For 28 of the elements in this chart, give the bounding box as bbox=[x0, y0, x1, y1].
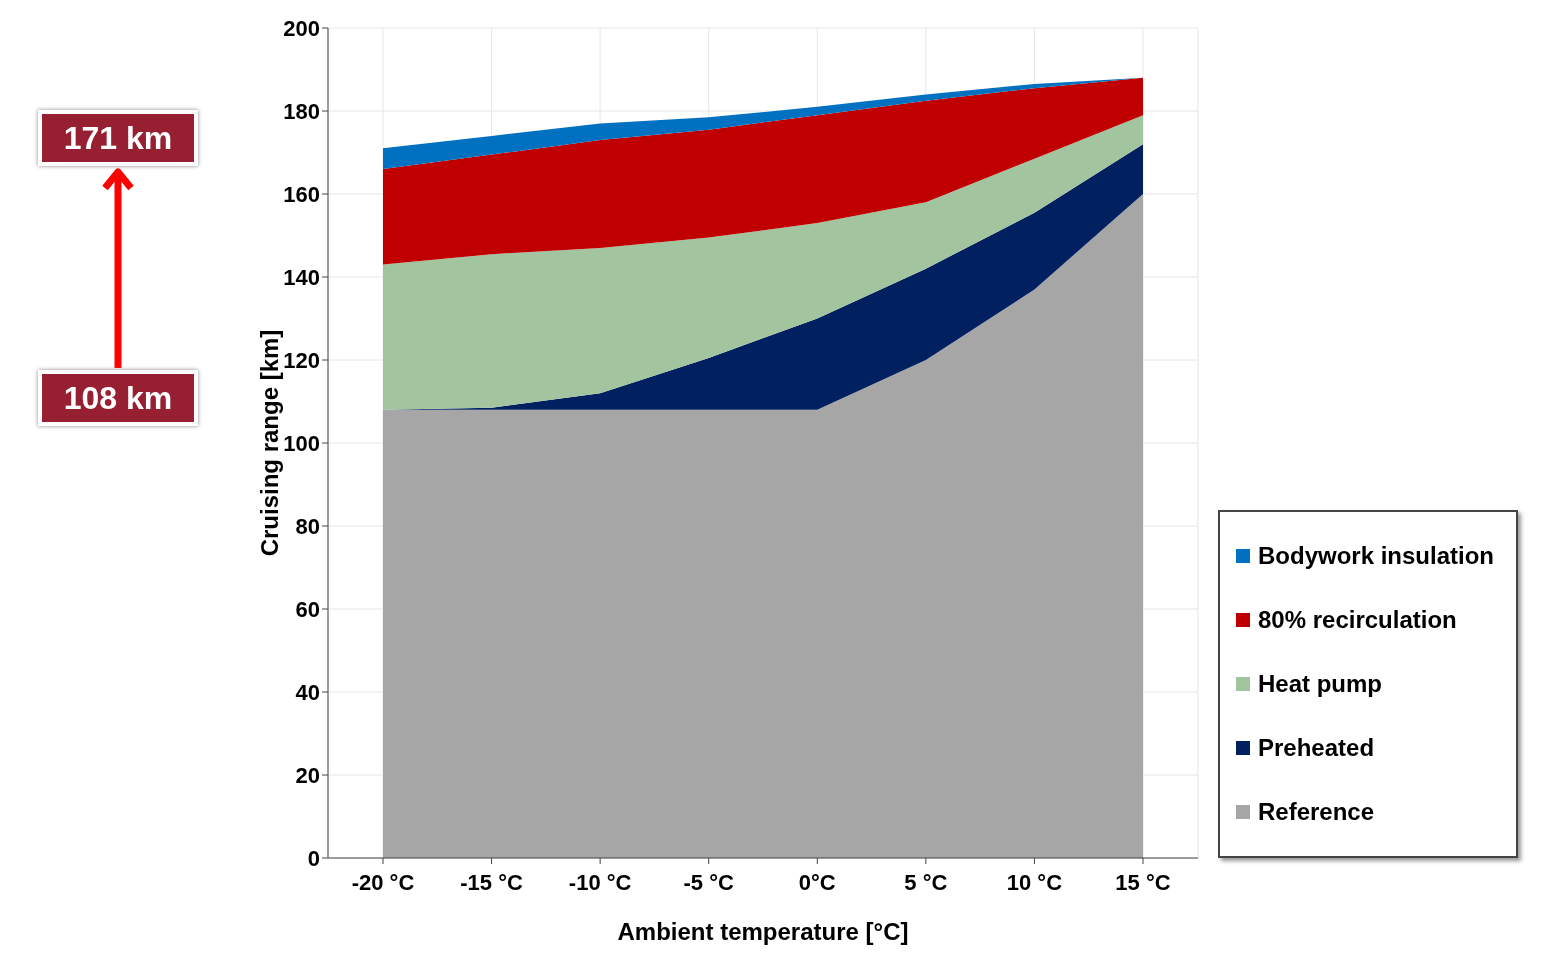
y-tick-label: 160 bbox=[283, 181, 320, 207]
x-tick-label: 15 °C bbox=[1115, 869, 1171, 895]
x-tick-label: -15 °C bbox=[460, 869, 523, 895]
legend-label: Bodywork insulation bbox=[1258, 542, 1495, 570]
y-tick-label: 0 bbox=[307, 845, 320, 871]
legend-label: Heat pump bbox=[1258, 670, 1383, 698]
text: 108 km bbox=[38, 370, 198, 426]
y-tick-label: 60 bbox=[295, 596, 320, 622]
x-tick-label: -5 °C bbox=[683, 869, 735, 895]
y-tick-label: 40 bbox=[295, 679, 320, 705]
y-tick-label: 200 bbox=[283, 15, 320, 41]
y-tick-label: 80 bbox=[295, 513, 320, 539]
y-axis-title: Cruising range [km] bbox=[256, 329, 284, 557]
x-tick-label: 10 °C bbox=[1006, 869, 1063, 895]
y-tick-label: 140 bbox=[283, 264, 320, 290]
legend-label: 80% recirculation bbox=[1258, 606, 1457, 634]
legend-label: Preheated bbox=[1258, 734, 1375, 762]
text: 171 km bbox=[38, 110, 198, 166]
x-tick-label: 5 °C bbox=[904, 869, 948, 895]
legend-label: Reference bbox=[1258, 798, 1375, 826]
y-tick-label: 100 bbox=[283, 430, 320, 456]
y-tick-label: 20 bbox=[295, 762, 320, 788]
x-tick-label: -10 °C bbox=[568, 869, 632, 895]
x-tick-label: -20 °C bbox=[351, 869, 415, 895]
y-tick-label: 120 bbox=[283, 347, 320, 373]
y-tick-label: 180 bbox=[283, 98, 320, 124]
x-tick-label: 0°C bbox=[798, 869, 836, 895]
x-axis-title: Ambient temperature [°C] bbox=[617, 918, 909, 945]
